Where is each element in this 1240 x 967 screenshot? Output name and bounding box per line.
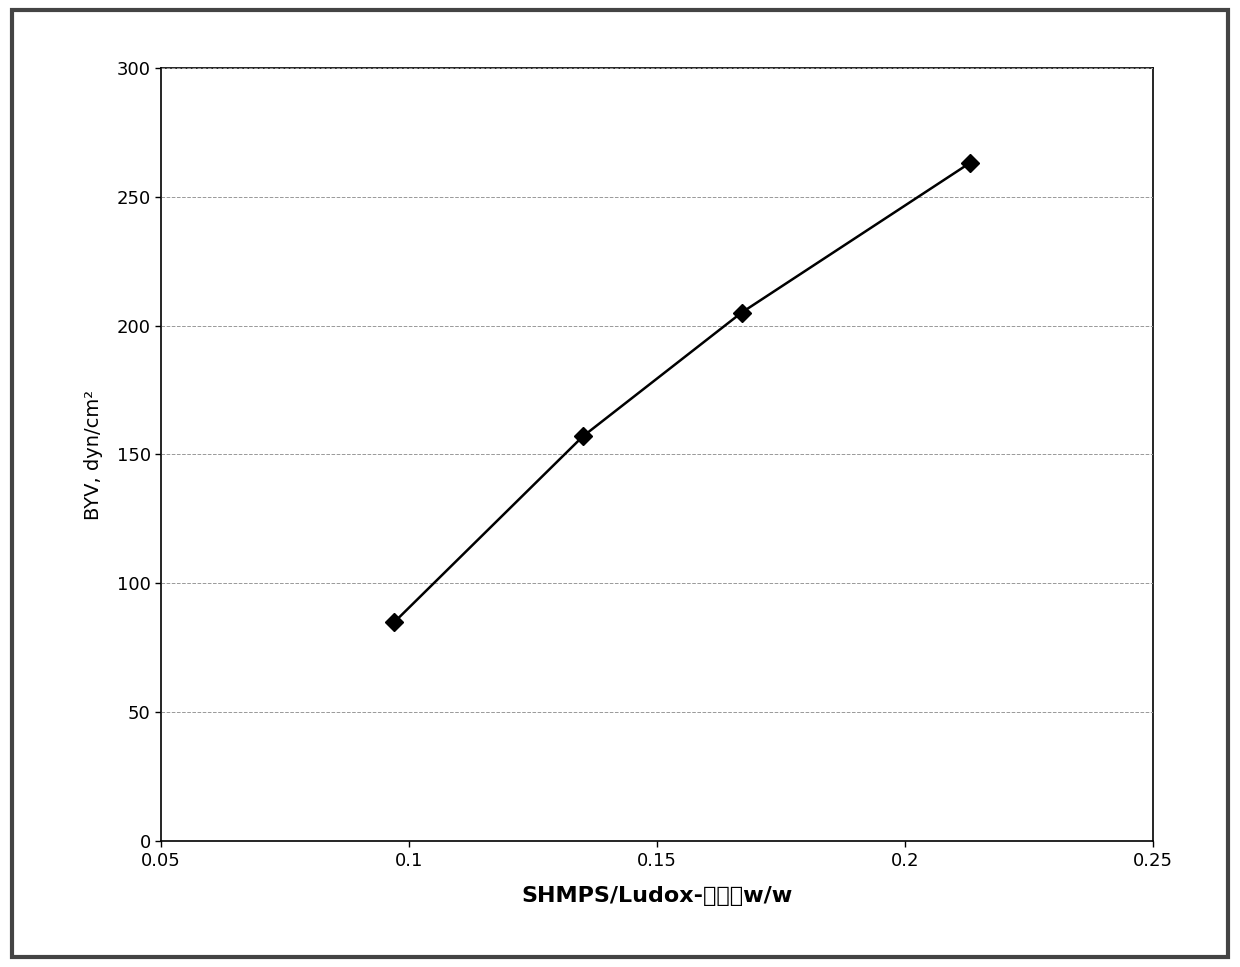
X-axis label: SHMPS/Ludox-比例，w/w: SHMPS/Ludox-比例，w/w — [522, 887, 792, 906]
Y-axis label: BYV, dyn/cm²: BYV, dyn/cm² — [83, 390, 103, 519]
